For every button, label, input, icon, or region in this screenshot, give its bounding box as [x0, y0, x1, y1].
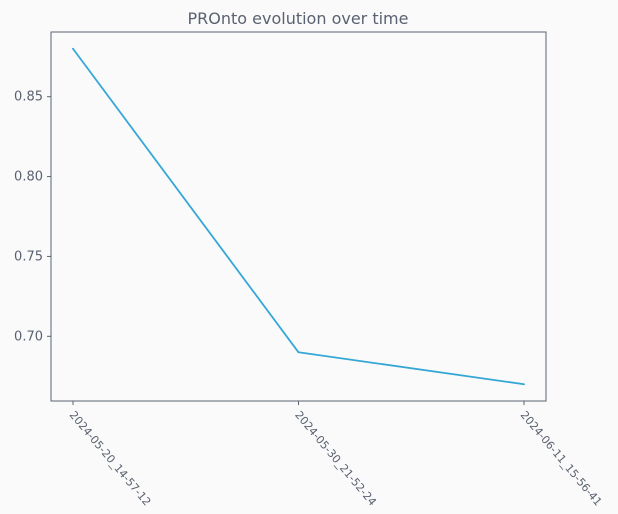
x-tick-label: 2024-05-20_14-57-12 [67, 409, 154, 509]
x-tick-label: 2024-05-30_21-52-24 [292, 409, 379, 509]
x-tick-label: 2024-06-11_15-56-41 [518, 409, 605, 509]
series-group [72, 47, 525, 386]
y-tick-label: 0.80 [14, 170, 43, 185]
plot-area [50, 31, 547, 402]
y-tick-label: 0.75 [14, 249, 43, 264]
data-point [72, 47, 74, 50]
chart-title: PROnto evolution over time [188, 9, 409, 28]
y-axis: 0.70 0.75 0.80 0.85 [14, 90, 51, 344]
x-axis: 2024-05-20_14-57-12 2024-05-30_21-52-24 20… [67, 401, 605, 509]
y-tick-label: 0.85 [14, 90, 43, 105]
data-point [297, 351, 300, 354]
data-point [523, 383, 525, 386]
y-tick-label: 0.70 [14, 329, 43, 344]
